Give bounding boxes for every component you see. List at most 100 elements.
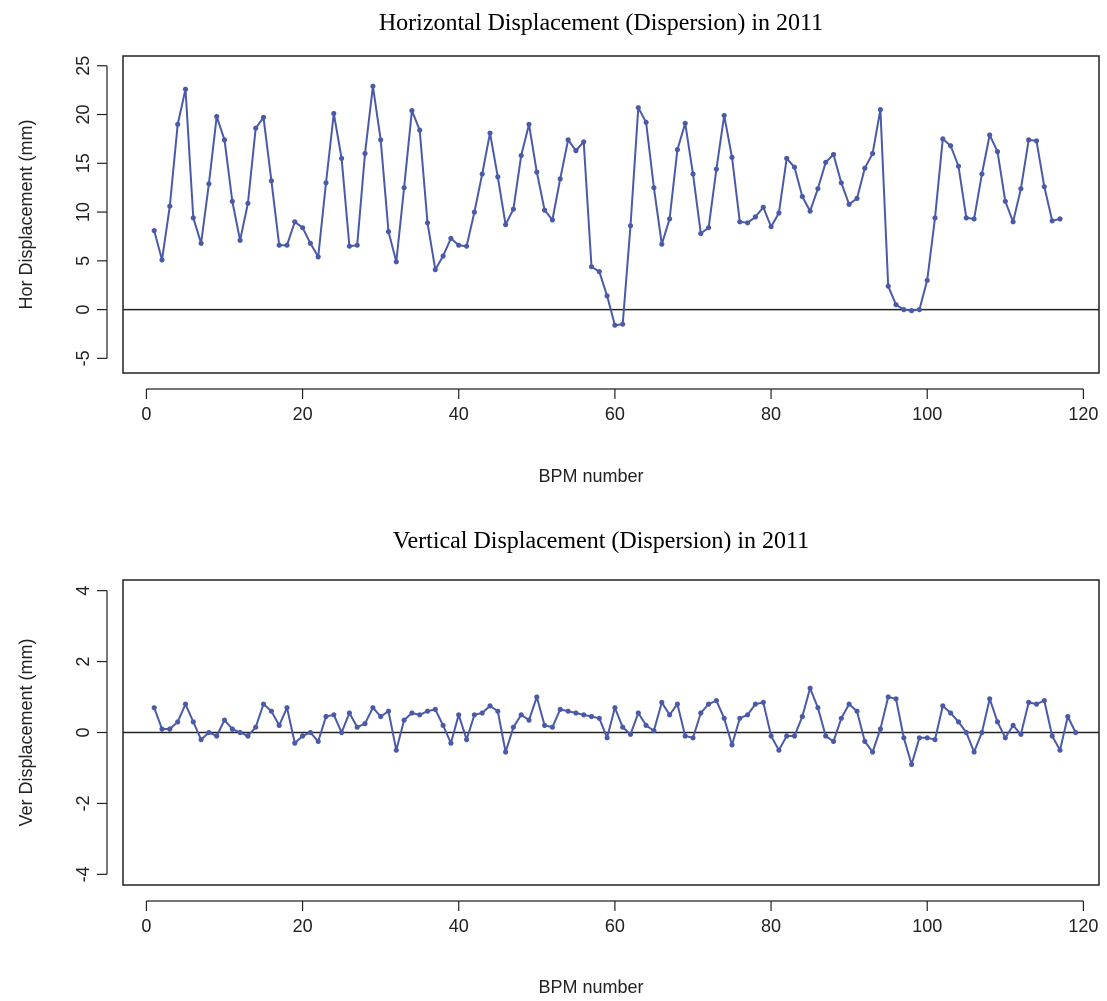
data-point-112 (1018, 731, 1024, 737)
data-point-72 (706, 225, 712, 231)
data-point-82 (784, 155, 790, 161)
data-point-73 (713, 698, 720, 704)
data-point-96 (893, 696, 899, 702)
data-point-12 (237, 237, 243, 243)
data-point-111 (1010, 219, 1016, 225)
data-point-83 (791, 733, 798, 739)
data-point-43 (479, 171, 485, 177)
y-tick-label: 0 (73, 305, 93, 315)
data-point-46 (503, 749, 509, 755)
data-point-4 (175, 719, 181, 725)
data-point-29 (370, 705, 376, 711)
data-point-113 (1026, 699, 1032, 706)
data-point-51 (542, 722, 548, 729)
data-point-102 (940, 703, 946, 709)
y-tick-label: 10 (73, 202, 93, 222)
data-point-85 (807, 208, 813, 214)
data-point-98 (909, 761, 915, 768)
data-point-55 (573, 148, 579, 154)
data-point-74 (721, 112, 727, 119)
data-point-100 (924, 277, 930, 283)
data-point-84 (799, 193, 805, 200)
data-point-58 (596, 269, 602, 275)
data-point-3 (167, 726, 173, 732)
data-point-86 (815, 186, 821, 192)
data-point-36 (424, 220, 431, 226)
data-point-11 (229, 726, 235, 732)
data-point-107 (979, 729, 985, 736)
data-point-7 (198, 240, 204, 246)
data-point-10 (221, 717, 228, 723)
data-point-17 (276, 242, 282, 248)
data-point-114 (1033, 701, 1040, 707)
data-point-63 (635, 710, 641, 716)
chart-title: Vertical Displacement (Dispersion) in 20… (393, 528, 809, 554)
data-point-45 (495, 174, 501, 180)
data-point-38 (440, 722, 446, 729)
data-point-66 (659, 241, 665, 247)
data-point-77 (745, 220, 751, 226)
data-point-23 (323, 180, 329, 186)
data-point-54 (565, 708, 571, 714)
data-point-1 (151, 228, 157, 234)
data-point-74 (721, 715, 727, 721)
data-point-22 (315, 254, 321, 260)
data-point-40 (456, 712, 462, 718)
data-point-8 (206, 729, 212, 736)
data-point-118 (1065, 713, 1071, 720)
data-point-7 (198, 737, 204, 743)
data-point-30 (378, 137, 384, 143)
data-point-75 (729, 154, 735, 160)
data-point-69 (682, 120, 688, 126)
data-point-108 (987, 696, 993, 702)
data-point-71 (698, 710, 704, 716)
data-point-68 (674, 147, 681, 153)
data-point-65 (651, 185, 657, 191)
data-point-88 (830, 738, 837, 745)
data-point-31 (385, 229, 392, 235)
data-point-81 (776, 210, 782, 216)
data-point-25 (339, 155, 345, 161)
data-point-31 (385, 708, 392, 714)
data-point-5 (182, 701, 189, 707)
data-point-16 (268, 178, 274, 184)
y-tick-label: 0 (73, 727, 93, 737)
data-point-114 (1033, 138, 1040, 144)
data-point-65 (651, 728, 657, 734)
x-tick-label: 120 (1068, 916, 1098, 936)
data-point-76 (737, 715, 743, 721)
data-point-34 (409, 108, 415, 114)
x-tick-label: 40 (449, 404, 469, 424)
data-point-39 (448, 740, 454, 746)
data-point-6 (190, 719, 196, 725)
data-point-15 (260, 701, 267, 707)
data-point-110 (1002, 735, 1008, 741)
data-point-1 (151, 705, 157, 711)
data-point-91 (854, 708, 860, 714)
x-tick-label: 120 (1068, 404, 1098, 424)
data-point-89 (838, 180, 844, 186)
data-point-14 (253, 125, 259, 131)
data-point-105 (963, 215, 969, 221)
data-point-4 (175, 121, 181, 127)
data-point-63 (635, 105, 641, 111)
y-tick-label: 5 (73, 256, 93, 266)
data-point-87 (823, 159, 829, 165)
data-point-101 (932, 215, 938, 221)
data-point-9 (214, 113, 220, 120)
data-point-100 (924, 735, 930, 741)
data-point-108 (987, 132, 993, 138)
data-point-61 (620, 724, 626, 730)
data-point-24 (331, 110, 337, 117)
data-point-27 (354, 242, 360, 248)
data-point-18 (284, 705, 290, 711)
data-point-97 (901, 307, 907, 313)
x-tick-label: 80 (761, 916, 781, 936)
data-point-41 (464, 737, 470, 743)
data-point-96 (893, 302, 899, 308)
data-point-75 (729, 742, 735, 748)
data-point-102 (940, 136, 946, 142)
y-tick-label: 4 (73, 586, 93, 596)
data-point-6 (190, 215, 196, 221)
data-point-48 (518, 152, 524, 159)
